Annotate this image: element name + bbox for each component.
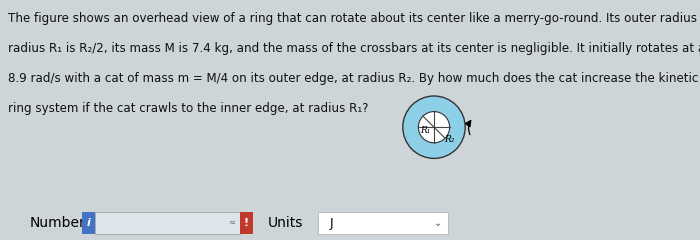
- FancyBboxPatch shape: [95, 212, 240, 234]
- Text: !: !: [244, 218, 249, 228]
- Text: R₂: R₂: [444, 135, 454, 144]
- FancyBboxPatch shape: [318, 212, 448, 234]
- Text: radius R₁ is R₂/2, its mass M is 7.4 kg, and the mass of the crossbars at its ce: radius R₁ is R₂/2, its mass M is 7.4 kg,…: [8, 42, 700, 55]
- Text: 8.9 rad/s with a cat of mass m = M/4 on its outer edge, at radius R₂. By how muc: 8.9 rad/s with a cat of mass m = M/4 on …: [8, 72, 700, 85]
- Text: Number: Number: [30, 216, 85, 230]
- Text: J: J: [330, 216, 334, 229]
- Text: ring system if the cat crawls to the inner edge, at radius R₁?: ring system if the cat crawls to the inn…: [8, 102, 368, 115]
- Text: The figure shows an overhead view of a ring that can rotate about its center lik: The figure shows an overhead view of a r…: [8, 12, 700, 25]
- Circle shape: [419, 112, 449, 143]
- Text: R₁: R₁: [420, 126, 430, 135]
- Text: ⌄: ⌄: [434, 218, 442, 228]
- Circle shape: [402, 96, 466, 158]
- FancyBboxPatch shape: [240, 212, 253, 234]
- FancyBboxPatch shape: [82, 212, 95, 234]
- Text: Units: Units: [268, 216, 303, 230]
- Text: ≈: ≈: [228, 217, 235, 227]
- Text: i: i: [87, 218, 90, 228]
